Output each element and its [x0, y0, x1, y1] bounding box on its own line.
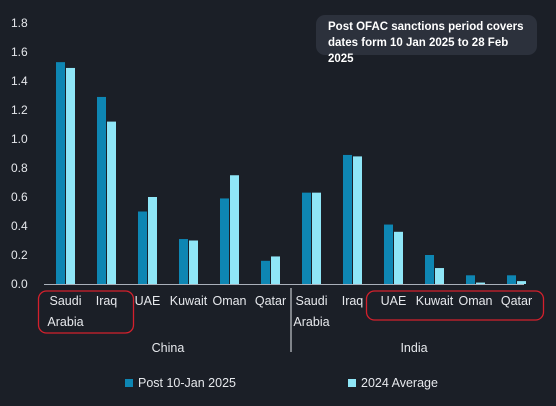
- legend-swatch-2024: [348, 379, 356, 387]
- y-tick-label: 0.2: [11, 248, 28, 262]
- legend-label-2024: 2024 Average: [361, 376, 438, 390]
- bar-2024-10: [476, 282, 485, 284]
- highlight-box-india: [365, 290, 545, 321]
- legend-item-2024: 2024 Average: [348, 376, 438, 390]
- bar-2024-2: [148, 197, 157, 284]
- annotation-box: Post OFAC sanctions period covers dates …: [316, 15, 537, 65]
- bars: [56, 62, 526, 285]
- x-tick-label: UAE: [381, 294, 407, 308]
- y-tick-label: 1.4: [11, 74, 28, 88]
- x-tick-label: Qatar: [501, 294, 532, 308]
- x-tick-label: Kuwait: [416, 294, 454, 308]
- y-tick-label: 0.0: [11, 277, 28, 291]
- x-axis: Saudi Arabia Iraq UAE Kuwait Oman Qatar Saudi Ar…: [47, 294, 532, 355]
- y-tick-label: 1.6: [11, 45, 28, 59]
- x-tick-label: Oman: [458, 294, 492, 308]
- y-tick-label: 1.2: [11, 103, 28, 117]
- highlight-boxes: [37, 290, 545, 334]
- bar-2024-5: [271, 256, 280, 284]
- x-tick-label: Saudi: [50, 294, 82, 308]
- x-tick-label: Arabia: [47, 315, 83, 329]
- y-tick-label: 0.4: [11, 219, 28, 233]
- legend-item-post: Post 10-Jan 2025: [125, 376, 236, 390]
- x-tick-label: Iraq: [96, 294, 118, 308]
- y-axis: 0.0 0.2 0.4 0.6 0.8 1.0 1.2 1.4 1.6 1.8: [11, 16, 28, 291]
- bar-post-3: [179, 239, 188, 284]
- bar-post-9: [425, 255, 434, 284]
- legend-swatch-post: [125, 379, 133, 387]
- y-tick-label: 1.8: [11, 16, 28, 30]
- bar-2024-7: [353, 156, 362, 284]
- x-tick-label: Arabia: [293, 315, 329, 329]
- bar-post-4: [220, 198, 229, 284]
- x-tick-label: UAE: [135, 294, 161, 308]
- bar-post-1: [97, 96, 106, 284]
- bar-post-2: [138, 211, 147, 284]
- bar-post-5: [261, 260, 270, 284]
- x-tick-label: Oman: [212, 294, 246, 308]
- bar-2024-4: [230, 175, 239, 284]
- group-label: India: [400, 341, 427, 355]
- bar-2024-0: [66, 67, 75, 284]
- y-tick-label: 0.6: [11, 190, 28, 204]
- legend-label-post: Post 10-Jan 2025: [138, 376, 236, 390]
- group-label: China: [152, 341, 185, 355]
- bar-post-0: [56, 62, 65, 285]
- bar-2024-11: [517, 281, 526, 284]
- bar-2024-6: [312, 192, 321, 284]
- annotation-text: Post OFAC sanctions period covers dates …: [328, 21, 524, 65]
- bar-post-7: [343, 154, 352, 284]
- bar-post-11: [507, 275, 516, 284]
- bar-post-6: [302, 192, 311, 284]
- bar-2024-1: [107, 121, 116, 284]
- y-tick-label: 1.0: [11, 132, 28, 146]
- bar-2024-3: [189, 240, 198, 284]
- bar-post-8: [384, 224, 393, 284]
- highlight-box-china: [37, 290, 135, 334]
- x-tick-label: Saudi: [296, 294, 328, 308]
- x-tick-label: Qatar: [255, 294, 286, 308]
- bar-post-10: [466, 275, 475, 284]
- bar-2024-8: [394, 231, 403, 284]
- y-tick-label: 0.8: [11, 161, 28, 175]
- x-tick-label: Iraq: [342, 294, 364, 308]
- bar-2024-9: [435, 268, 444, 284]
- x-tick-label: Kuwait: [170, 294, 208, 308]
